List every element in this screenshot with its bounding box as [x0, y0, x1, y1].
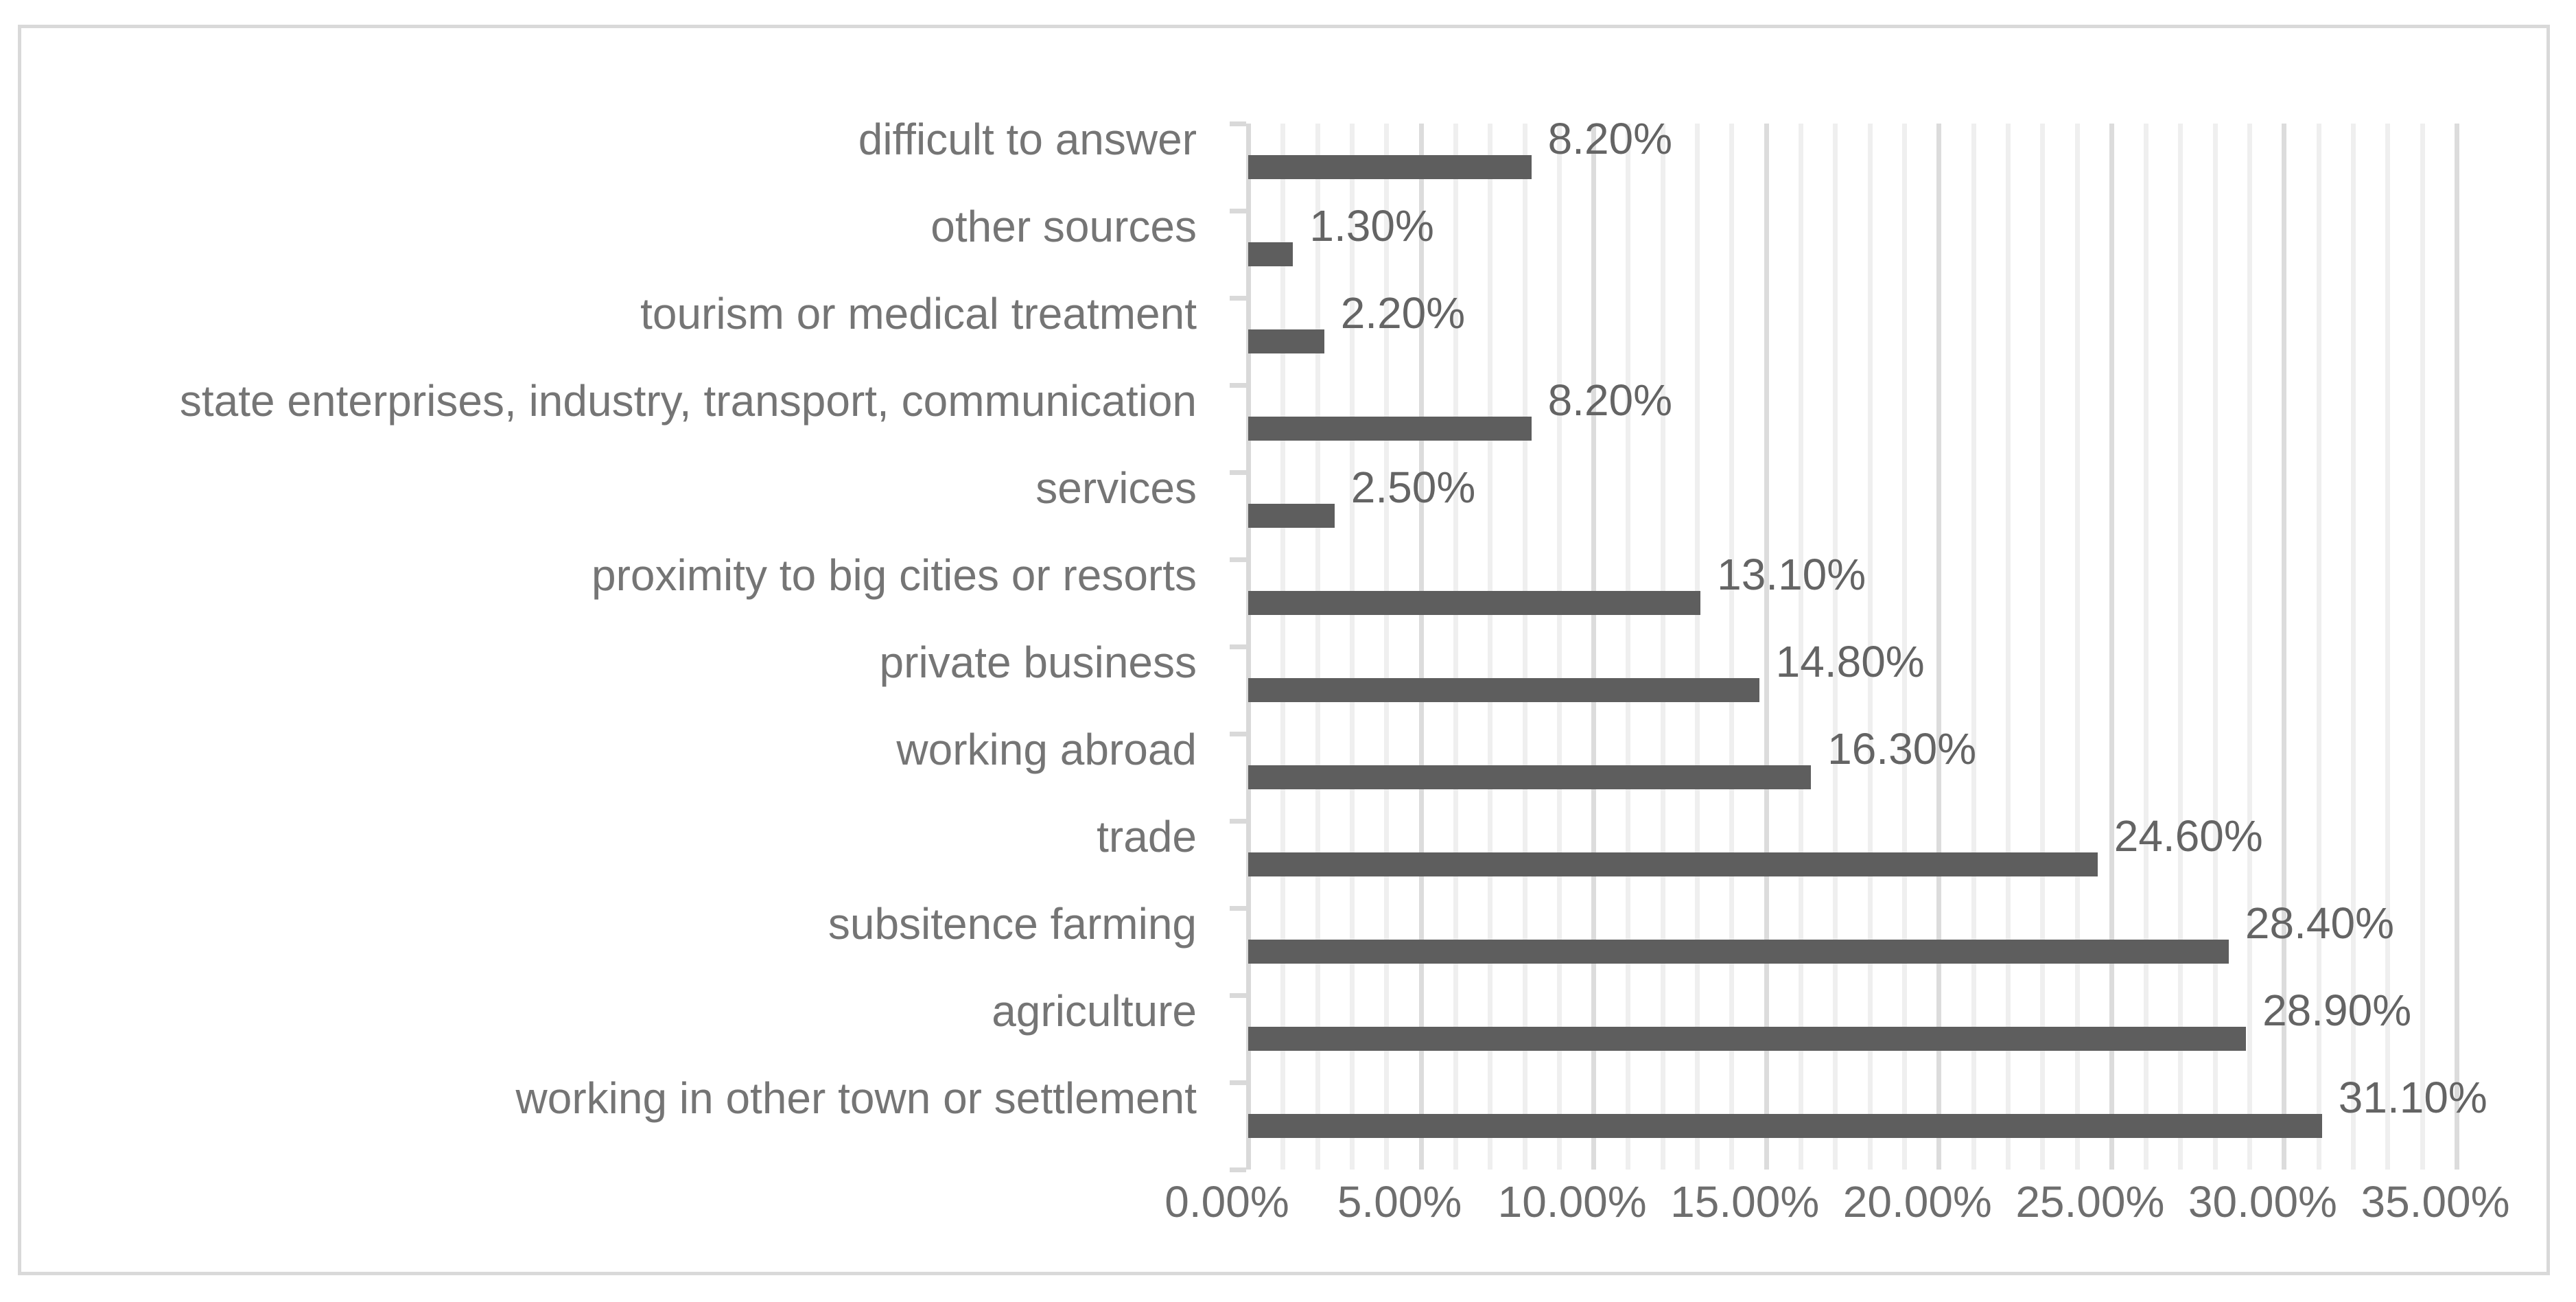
minor-gridline: [2005, 124, 2011, 1170]
value-label: 28.40%: [2245, 898, 2394, 948]
value-label: 8.20%: [1547, 375, 1673, 425]
minor-gridline: [2420, 124, 2425, 1170]
minor-gridline: [2316, 124, 2321, 1170]
bar: [1248, 1114, 2322, 1138]
bar: [1248, 155, 1532, 179]
bar: [1248, 417, 1532, 441]
value-axis-tick-label: 25.00%: [2015, 1177, 2165, 1227]
minor-gridline: [2247, 124, 2253, 1170]
bar: [1248, 591, 1701, 615]
minor-gridline: [1315, 124, 1320, 1170]
value-label: 14.80%: [1775, 637, 1925, 686]
category-axis-tick: [1230, 383, 1246, 388]
minor-gridline: [1867, 124, 1873, 1170]
category-label: private business: [879, 637, 1197, 687]
category-label: working abroad: [896, 724, 1197, 774]
value-axis-tick-label: 20.00%: [1842, 1177, 1992, 1227]
category-axis-tick: [1230, 993, 1246, 998]
bar: [1248, 504, 1335, 528]
minor-gridline: [1453, 124, 1458, 1170]
bar: [1248, 242, 1293, 266]
major-gridline: [1591, 124, 1597, 1170]
minor-gridline: [1384, 124, 1390, 1170]
category-label: difficult to answer: [858, 114, 1197, 164]
category-label: services: [1035, 463, 1197, 513]
value-label: 8.20%: [1547, 114, 1673, 163]
minor-gridline: [1522, 124, 1527, 1170]
bar: [1248, 765, 1812, 789]
category-axis-tick: [1230, 906, 1246, 911]
category-axis-line: [1246, 124, 1251, 1170]
bar: [1248, 329, 1324, 353]
value-axis-tick-label: 30.00%: [2188, 1177, 2337, 1227]
category-label: tourism or medical treatment: [640, 288, 1197, 338]
bar: [1248, 1027, 2247, 1051]
minor-gridline: [1971, 124, 1976, 1170]
minor-gridline: [1695, 124, 1700, 1170]
minor-gridline: [1660, 124, 1665, 1170]
value-axis-tick-label: 5.00%: [1337, 1177, 1462, 1227]
major-gridline: [1764, 124, 1769, 1170]
bar: [1248, 678, 1759, 702]
chart-frame: [18, 25, 2550, 1275]
minor-gridline: [1626, 124, 1631, 1170]
minor-gridline: [1799, 124, 1804, 1170]
value-label: 1.30%: [1309, 201, 1434, 251]
value-label: 31.10%: [2338, 1073, 2487, 1122]
value-axis-tick-label: 15.00%: [1670, 1177, 1820, 1227]
minor-gridline: [2178, 124, 2183, 1170]
value-label: 2.50%: [1350, 463, 1476, 512]
value-label: 24.60%: [2114, 811, 2263, 861]
minor-gridline: [1901, 124, 1907, 1170]
category-axis-tick: [1230, 732, 1246, 736]
minor-gridline: [2074, 124, 2080, 1170]
plot-area: [1230, 121, 2459, 1172]
category-label: proximity to big cities or resorts: [591, 550, 1197, 600]
minor-gridline: [1729, 124, 1735, 1170]
category-axis-tick: [1230, 644, 1246, 649]
value-label: 28.90%: [2262, 986, 2412, 1035]
major-gridline: [1936, 124, 1942, 1170]
category-axis-tick: [1230, 1080, 1246, 1085]
value-label: 2.20%: [1340, 288, 1466, 338]
major-gridline: [1418, 124, 1424, 1170]
value-axis-tick-label: 35.00%: [2361, 1177, 2510, 1227]
major-gridline: [2282, 124, 2287, 1170]
value-label: 13.10%: [1717, 550, 1866, 599]
category-label: working in other town or settlement: [515, 1073, 1197, 1123]
value-label: 16.30%: [1827, 724, 1977, 774]
category-label: subsitence farming: [828, 898, 1197, 949]
category-label: agriculture: [992, 986, 1197, 1036]
bar: [1248, 852, 2098, 876]
minor-gridline: [1833, 124, 1838, 1170]
minor-gridline: [2040, 124, 2046, 1170]
category-axis-tick: [1230, 296, 1246, 301]
value-axis-tick-label: 10.00%: [1497, 1177, 1647, 1227]
value-axis-tick-label: 0.00%: [1164, 1177, 1289, 1227]
minor-gridline: [1556, 124, 1562, 1170]
minor-gridline: [1349, 124, 1355, 1170]
minor-gridline: [2351, 124, 2356, 1170]
category-axis-tick: [1230, 470, 1246, 475]
category-axis-tick: [1230, 209, 1246, 213]
minor-gridline: [2144, 124, 2149, 1170]
minor-gridline: [2385, 124, 2391, 1170]
minor-gridline: [1280, 124, 1286, 1170]
category-axis-tick: [1230, 557, 1246, 562]
minor-gridline: [1488, 124, 1493, 1170]
category-axis-tick: [1230, 1167, 1246, 1172]
category-label: state enterprises, industry, transport, …: [179, 375, 1197, 426]
minor-gridline: [2212, 124, 2218, 1170]
category-axis-tick: [1230, 819, 1246, 824]
category-label: other sources: [930, 201, 1197, 251]
major-gridline: [2109, 124, 2114, 1170]
category-label: trade: [1097, 811, 1197, 861]
category-axis-tick: [1230, 121, 1246, 126]
bar: [1248, 940, 2229, 964]
major-gridline: [2455, 124, 2459, 1170]
